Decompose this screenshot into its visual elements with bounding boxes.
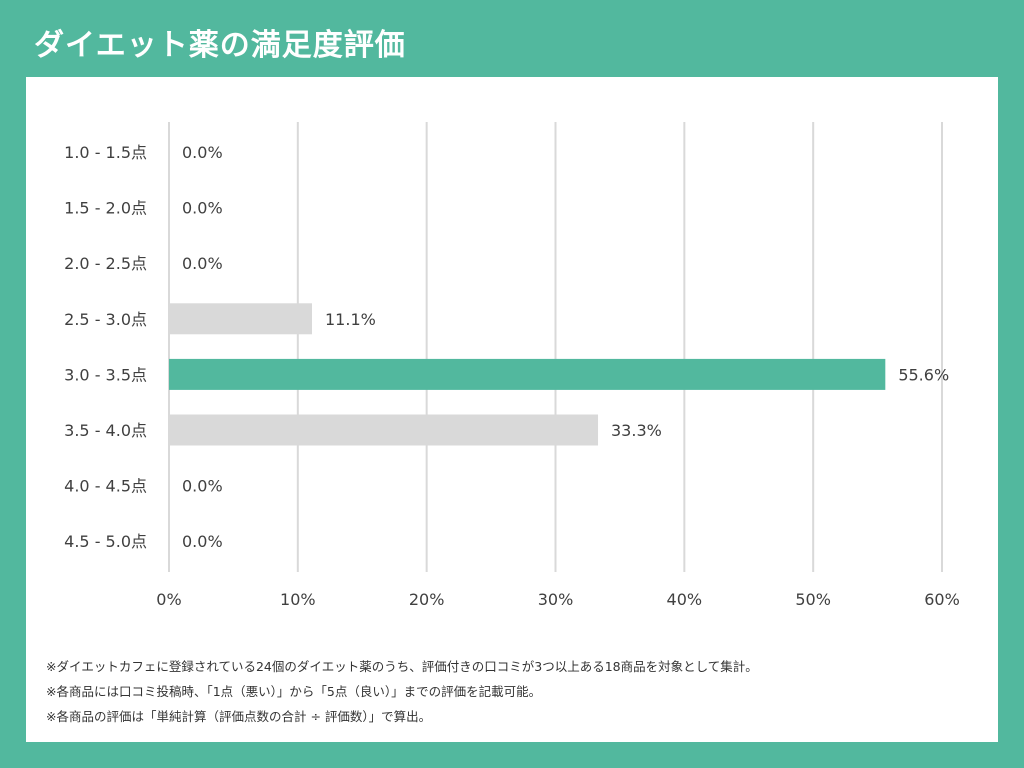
- footnote: ※ダイエットカフェに登録されている24個のダイエット薬のうち、評価付きの口コミが…: [46, 659, 758, 674]
- category-label: 4.5 - 5.0点: [64, 532, 147, 551]
- x-tick-label: 10%: [280, 590, 316, 609]
- data-label: 0.0%: [182, 199, 223, 218]
- page-title: ダイエット薬の満足度評価: [34, 28, 406, 63]
- data-label: 33.3%: [611, 421, 662, 440]
- x-tick-label: 0%: [156, 590, 181, 609]
- category-label: 3.0 - 3.5点: [64, 365, 147, 384]
- x-tick-label: 30%: [538, 590, 574, 609]
- footnote: ※各商品には口コミ投稿時、「1点（悪い）」から「5点（良い）」までの評価を記載可…: [46, 684, 542, 699]
- x-tick-label: 20%: [409, 590, 445, 609]
- bar: [169, 414, 599, 446]
- category-label: 1.5 - 2.0点: [64, 199, 147, 218]
- footnote: ※各商品の評価は「単純計算（評価点数の合計 ÷ 評価数）」で算出。: [46, 709, 432, 724]
- x-tick-label: 50%: [795, 590, 831, 609]
- chart-card: 0% 10% 20% 30% 40% 50% 60% 1.0 - 1.5点 0.0% 1.5 - …: [26, 77, 998, 742]
- data-label: 0.0%: [182, 477, 223, 496]
- category-label: 3.5 - 4.0点: [64, 421, 147, 440]
- bar-chart: 0% 10% 20% 30% 40% 50% 60% 1.0 - 1.5点 0.0% 1.5 - …: [64, 122, 960, 609]
- data-label: 11.1%: [325, 310, 376, 329]
- bar: [169, 303, 313, 335]
- footnotes: ※ダイエットカフェに登録されている24個のダイエット薬のうち、評価付きの口コミが…: [46, 654, 986, 729]
- x-tick-label: 40%: [667, 590, 703, 609]
- category-label: 4.0 - 4.5点: [64, 477, 147, 496]
- data-label: 0.0%: [182, 532, 223, 551]
- data-label: 55.6%: [898, 365, 949, 384]
- category-label: 2.5 - 3.0点: [64, 310, 147, 329]
- x-tick-label: 60%: [924, 590, 960, 609]
- data-label: 0.0%: [182, 143, 223, 162]
- category-label: 2.0 - 2.5点: [64, 254, 147, 273]
- category-label: 1.0 - 1.5点: [64, 143, 147, 162]
- data-label: 0.0%: [182, 254, 223, 273]
- bar: [169, 358, 886, 390]
